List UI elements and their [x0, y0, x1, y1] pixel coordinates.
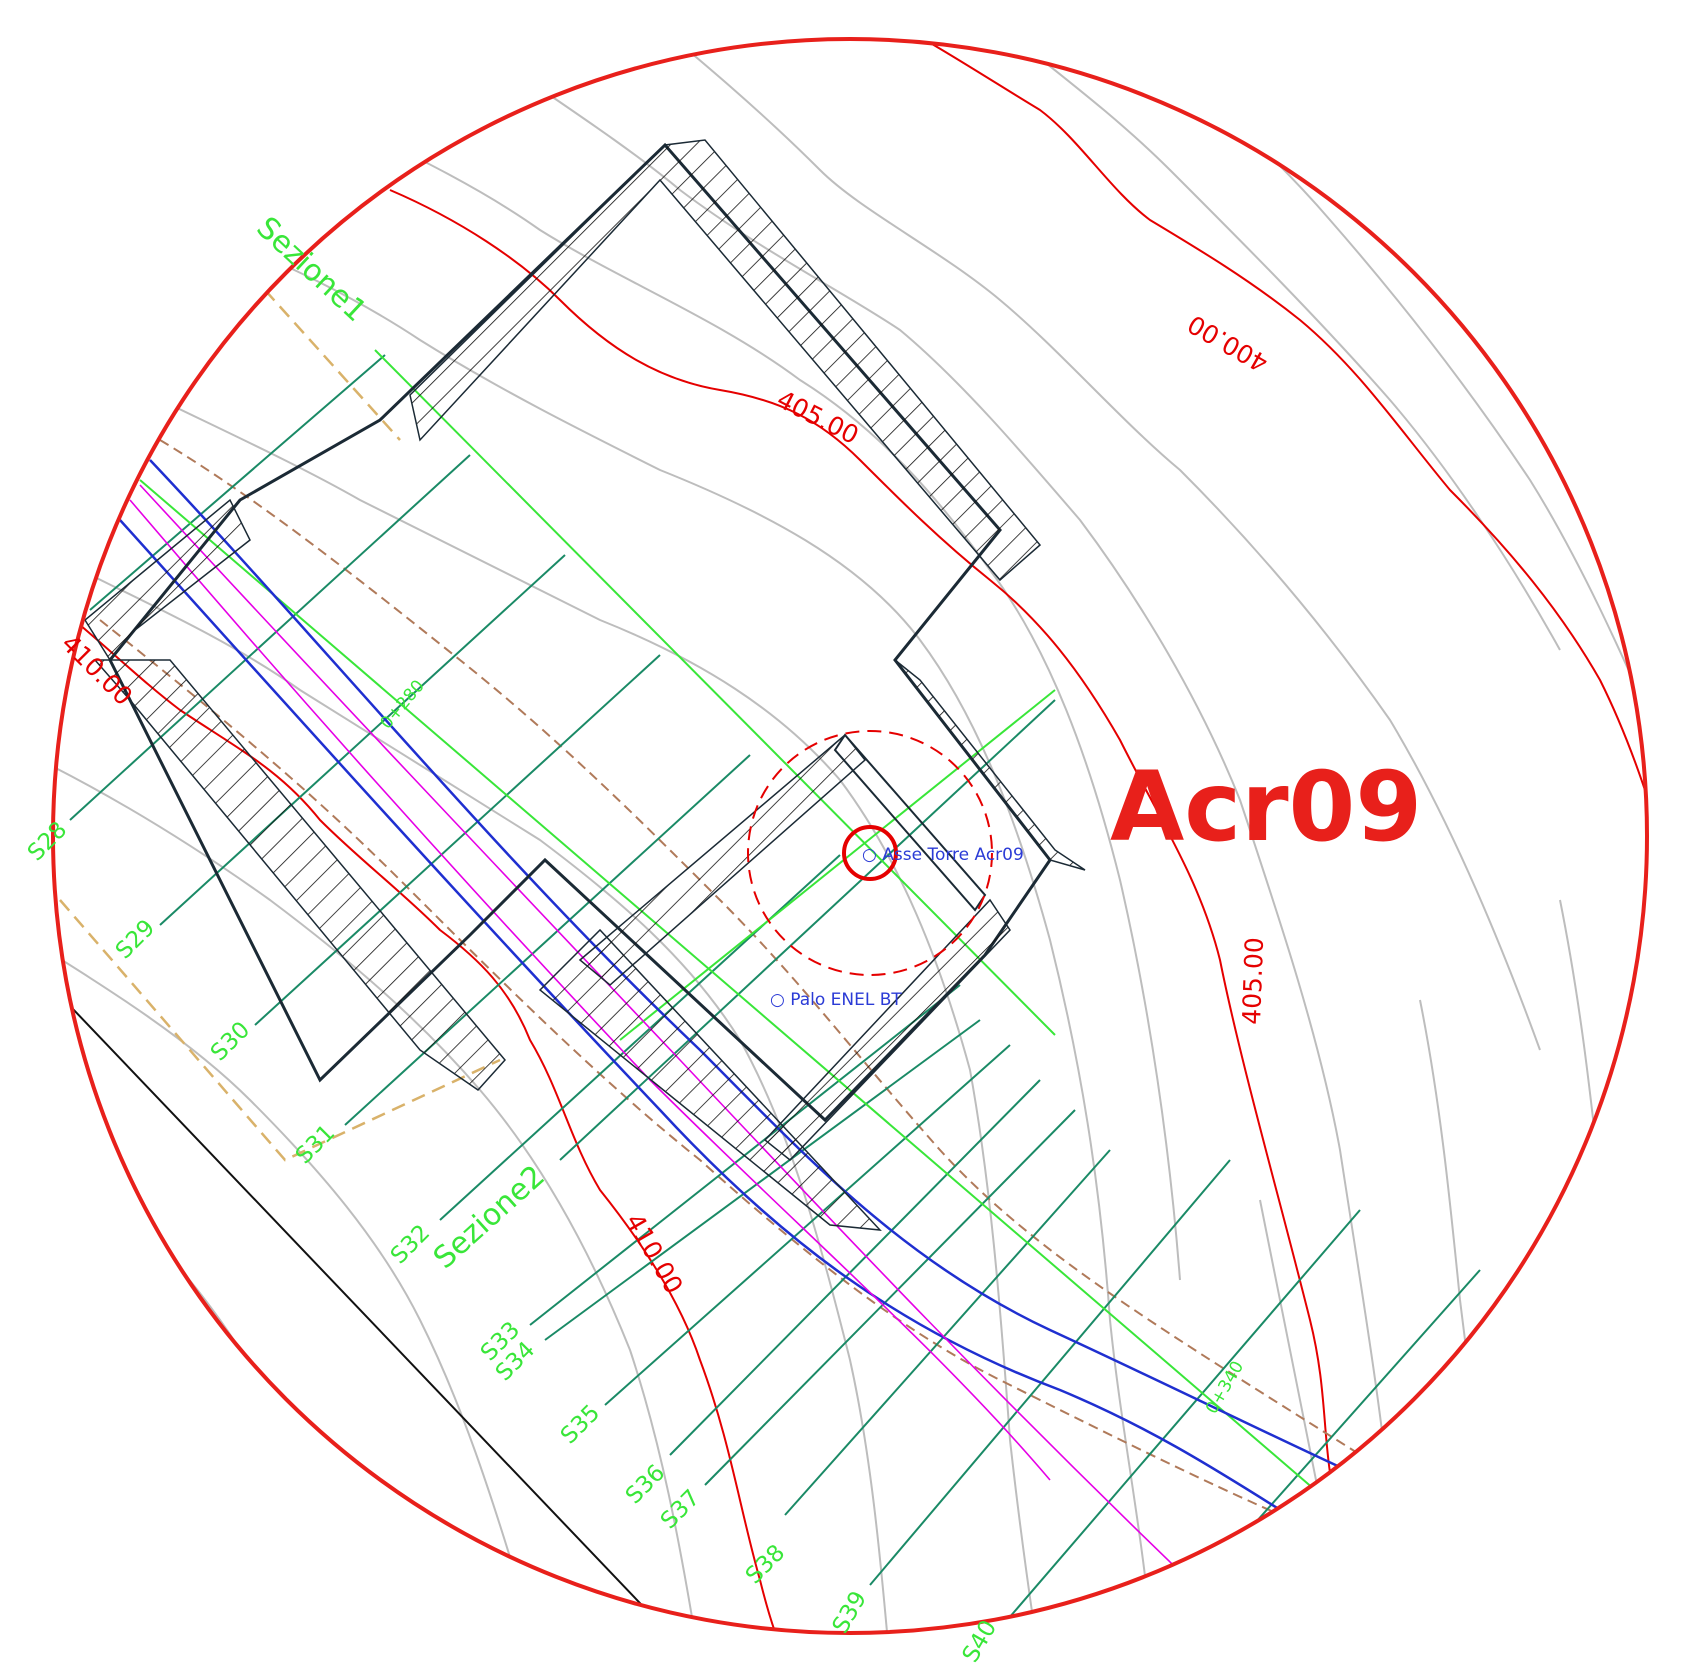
tower-axis-label: ○ Asse Torre Acr09	[862, 845, 1024, 865]
contour-label-410-bottom: 410.00	[620, 1209, 689, 1299]
section-label: S29	[111, 915, 160, 964]
section-label: S39	[828, 1587, 872, 1638]
section-label: S32	[386, 1220, 435, 1269]
chainage-upper: 0+280	[377, 676, 429, 733]
sezione1-label: Sezione1	[250, 210, 374, 329]
dashed-boundaries	[99, 439, 1401, 1541]
section-label: S37	[656, 1485, 705, 1534]
section-label: S31	[291, 1120, 340, 1169]
section-labels: S28 S29 S30 S31 S32 S33 S34 S35 S36 S37 …	[23, 817, 1002, 1666]
section-plane-lines	[139, 349, 1351, 1521]
contour-label-405-right: 405.00	[1237, 937, 1269, 1025]
property-boundary	[53, 984, 701, 1633]
tower-zone	[747, 730, 993, 976]
section-label: S35	[556, 1400, 605, 1449]
frame-circle	[51, 37, 1649, 1635]
chainage-lower: 0+340	[1202, 1358, 1248, 1418]
section-label: S38	[741, 1540, 790, 1589]
road-alignment	[119, 459, 1391, 1611]
enel-pole-label: ○ Palo ENEL BT	[770, 990, 902, 1010]
section-lines	[69, 354, 1621, 1633]
section-label: S30	[206, 1017, 255, 1066]
gold-dashed-outline	[59, 289, 501, 1162]
tower-name: Acr09	[1110, 751, 1422, 863]
section-label: S28	[23, 817, 72, 866]
tower-axis-marker	[842, 825, 898, 881]
contour-label-400: 400.00	[1183, 309, 1273, 378]
platform	[84, 139, 1086, 1231]
